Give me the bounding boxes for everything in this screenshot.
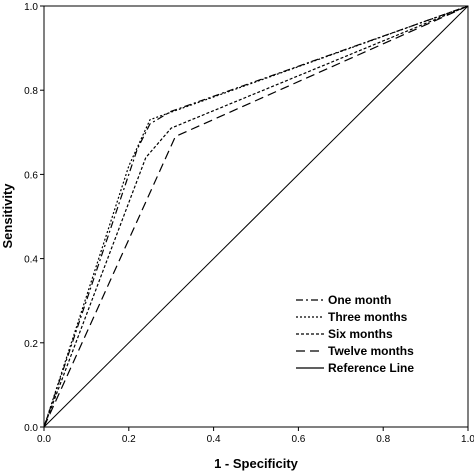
y-tick-label: 0.8 xyxy=(24,86,38,97)
y-tick-label: 0.4 xyxy=(24,255,38,266)
x-tick-label: 0.4 xyxy=(207,434,221,445)
series-line-1 xyxy=(43,5,469,428)
y-tick-label: 0.0 xyxy=(24,423,38,434)
y-tick-label: 0.2 xyxy=(24,339,38,350)
y-axis-title: Sensitivity xyxy=(0,183,15,249)
series-line-2 xyxy=(43,5,469,428)
plot-frame xyxy=(43,5,469,428)
x-axis-title: 1 - Specificity xyxy=(214,456,299,471)
x-tick-label: 0.2 xyxy=(122,434,136,445)
legend-label-2: Six months xyxy=(328,327,393,341)
series-line-4 xyxy=(43,5,469,428)
x-tick-label: 0.6 xyxy=(291,434,305,445)
legend-label-0: One month xyxy=(328,293,391,307)
x-tick-label: 0.8 xyxy=(376,434,390,445)
x-tick-label: 0.0 xyxy=(37,434,51,445)
legend-label-1: Three months xyxy=(328,310,408,324)
x-axis-ticks: 0.0 0.2 0.4 0.6 0.8 1.0 xyxy=(37,427,474,445)
legend-label-4: Reference Line xyxy=(328,361,414,375)
x-tick-label: 1.0 xyxy=(461,434,474,445)
series-line-3 xyxy=(43,5,469,428)
y-tick-label: 1.0 xyxy=(24,2,38,13)
plot-lines xyxy=(43,5,469,428)
legend-label-3: Twelve months xyxy=(328,344,414,358)
y-axis-ticks: 0.0 0.2 0.4 0.6 0.8 1.0 xyxy=(24,2,44,434)
legend: One month Three months Six months Twelve mo… xyxy=(296,293,414,375)
y-tick-label: 0.6 xyxy=(24,170,38,181)
